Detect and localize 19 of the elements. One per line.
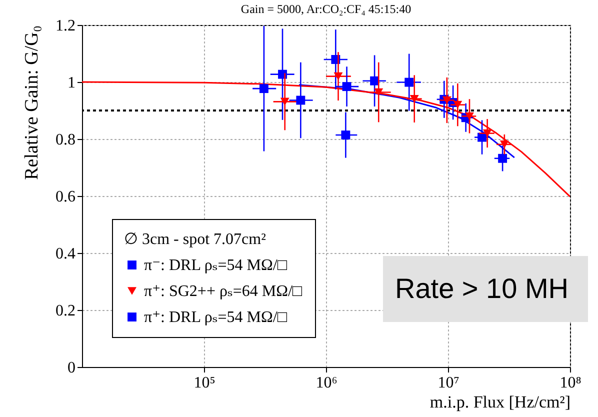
x-tick-label: 10⁶: [316, 374, 338, 392]
y-tick-label: 0.6: [56, 188, 76, 206]
y-tick-label: 1.2: [56, 18, 76, 34]
y-tick-label: 0: [68, 360, 76, 376]
chart-title: Gain = 5000, Ar:CO₂:CF₄ 45:15:40: [240, 2, 412, 16]
y-tick-label: 0.2: [56, 302, 76, 320]
legend-title: ∅ 3cm - spot 7.07cm²: [124, 231, 266, 248]
x-axis-title: m.i.p. Flux [Hz/cm²]: [430, 392, 570, 412]
x-tick-label: 10⁵: [194, 374, 216, 392]
y-tick-label: 0.4: [56, 246, 76, 262]
y-axis-title: Relative Gain: G/G₀: [22, 26, 42, 180]
legend-label: π⁻: DRL ρₛ=54 MΩ/□: [144, 257, 288, 274]
y-tick-label: 1: [68, 74, 76, 92]
legend-label: π⁺: SG2++ ρₛ=64 MΩ/□: [144, 283, 302, 300]
x-tick-label: 10⁷: [438, 374, 460, 392]
y-tick-label: 0.8: [56, 132, 76, 148]
annotation: Rate > 10 MH: [383, 256, 588, 322]
x-tick-label: 10⁸: [560, 374, 582, 392]
legend-label: π⁺: DRL ρₛ=54 MΩ/□: [144, 309, 288, 326]
